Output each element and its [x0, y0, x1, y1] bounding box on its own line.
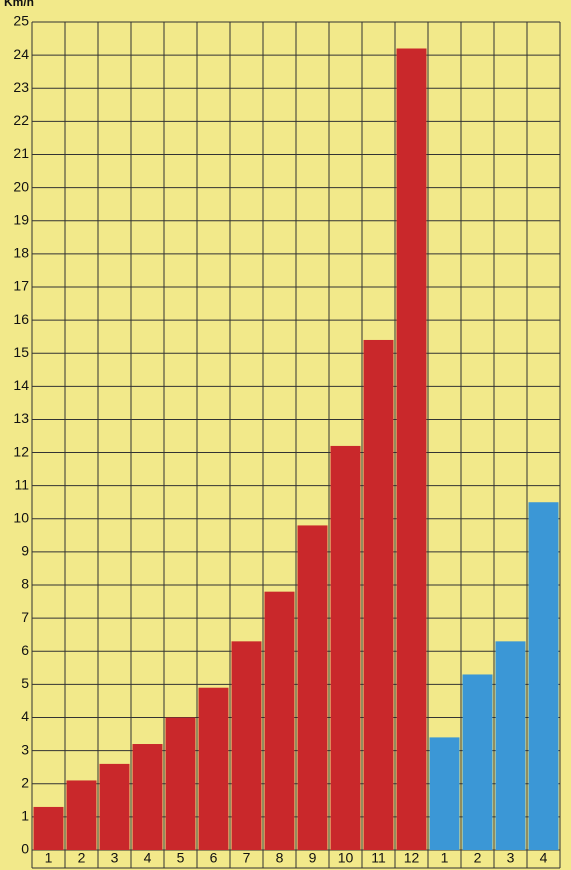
bar: [495, 641, 526, 850]
x-tick-label: 7: [243, 850, 251, 866]
bar: [297, 525, 328, 850]
y-tick-label: 22: [13, 112, 29, 128]
y-tick-label: 18: [13, 245, 29, 261]
y-tick-label: 21: [13, 145, 29, 161]
y-tick-label: 9: [21, 543, 29, 559]
bar: [66, 780, 97, 850]
y-tick-label: 25: [13, 13, 29, 29]
y-tick-label: 2: [21, 774, 29, 790]
x-tick-label: 4: [540, 850, 548, 866]
x-tick-label: 3: [507, 850, 515, 866]
y-tick-label: 3: [21, 741, 29, 757]
bar: [165, 717, 196, 850]
x-tick-label: 11: [371, 850, 386, 866]
y-tick-label: 15: [13, 344, 29, 360]
x-tick-label: 6: [210, 850, 218, 866]
bar: [363, 339, 394, 850]
y-tick-label: 13: [13, 410, 29, 426]
bar: [429, 737, 460, 850]
y-tick-label: 23: [13, 79, 29, 95]
y-tick-label: 12: [13, 443, 29, 459]
bar: [99, 763, 130, 850]
x-tick-label: 10: [338, 850, 354, 866]
y-tick-label: 4: [21, 708, 29, 724]
bar: [198, 687, 229, 850]
x-tick-label: 2: [78, 850, 86, 866]
y-tick-label: 24: [13, 46, 29, 62]
y-tick-label: 0: [21, 841, 29, 857]
x-tick-label: 1: [441, 850, 449, 866]
y-tick-label: 17: [13, 278, 29, 294]
bar: [231, 641, 262, 850]
bar: [132, 744, 163, 850]
bar: [396, 48, 427, 851]
y-tick-label: 10: [13, 510, 29, 526]
y-tick-label: 8: [21, 576, 29, 592]
y-tick-label: 20: [13, 178, 29, 194]
y-tick-label: 16: [13, 311, 29, 327]
y-tick-label: 11: [14, 476, 29, 492]
y-tick-label: 7: [21, 609, 29, 625]
y-axis-label: Km/h: [4, 0, 34, 9]
bar: [462, 674, 493, 850]
x-tick-label: 8: [276, 850, 284, 866]
y-tick-label: 5: [21, 675, 29, 691]
y-tick-label: 6: [21, 642, 29, 658]
bar: [33, 806, 64, 850]
x-tick-label: 2: [474, 850, 482, 866]
y-tick-label: 14: [13, 377, 29, 393]
x-tick-label: 3: [111, 850, 119, 866]
bar: [528, 502, 559, 850]
y-tick-label: 19: [13, 211, 29, 227]
x-tick-label: 4: [144, 850, 152, 866]
x-tick-label: 5: [177, 850, 185, 866]
bar: [330, 445, 361, 850]
x-tick-label: 9: [309, 850, 317, 866]
x-tick-label: 1: [45, 850, 53, 866]
x-tick-label: 12: [404, 850, 420, 866]
bar: [264, 591, 295, 850]
y-tick-label: 1: [21, 808, 29, 824]
